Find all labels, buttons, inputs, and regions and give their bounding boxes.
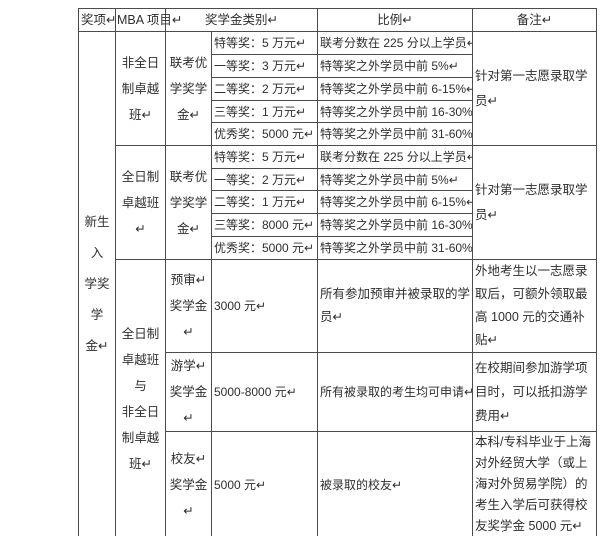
cell-ratio: 特等奖之外学员中前 31-60%↵ [317,236,474,260]
cell-ratio: 所有参加预审并被录取的学员↵ [317,259,474,353]
cell-program-bottom: 全日制 卓越班 与 非全日 制卓越 班↵ [115,259,166,536]
cell-ratio: 特等奖之外学员中前 5%↵ [317,168,474,191]
cell-prize: 优秀奖：5000 元↵ [210,122,319,146]
table-row: 一等奖：2 万元↵ 特等奖之外学员中前 5%↵ [79,168,597,191]
cell-ratio: 联考分数在 225 分以上学员↵ [317,31,474,55]
table-row: 游学↵ 奖学金↵ 5000-8000 元↵ 所有被录取的考生均可申请↵ 在校期间… [79,352,598,432]
cell-remark-block2: 针对第一志愿录取学员↵ [472,145,598,260]
table-row: 二等奖：1 万元↵ 特等奖之外学员中前 6-15%↵ [79,190,597,214]
table-row: 三等奖：1 万元↵ 特等奖之外学员中前 16-30%↵ [79,100,597,123]
table-row: 优秀奖：5000 元↵ 特等奖之外学员中前 31-60%↵ [79,236,597,260]
header-category: 奖学金类别↵ [164,8,319,32]
header-award: 奖项↵ [78,8,116,32]
cell-category-block1: 联考优 学奖学 金↵ [165,31,212,146]
cell-category-studytour: 游学↵ 奖学金↵ [165,352,212,432]
cell-remark: 在校期间参加游学项目时，可以抵扣游学费用↵ [472,352,598,432]
header-remark: 备注↵ [472,8,598,32]
cell-prize: 优秀奖：5000 元↵ [210,236,319,260]
table-row: 一等奖：3 万元↵ 特等奖之外学员中前 5%↵ [79,54,597,78]
cell-amount: 3000 元↵ [210,259,319,353]
cell-prize: 二等奖：2 万元↵ [210,77,319,101]
table-row: 全日制 卓越班↵ 联考优 学奖学 金↵ 特等奖：5 万元↵ 联考分数在 225 … [79,145,598,260]
cell-prize: 一等奖：3 万元↵ [210,54,319,78]
cell-prize: 特等奖：5 万元↵ [210,145,319,169]
cell-remark: 本科/专科毕业于上海对外经贸大学（或上海对外贸易学院）的考生入学后可获得校友奖学… [472,431,598,536]
cell-prize: 三等奖：8000 元↵ [210,213,319,237]
table-row: 校友↵ 奖学金↵ 5000 元↵ 被录取的校友↵ 本科/专科毕业于上海对外经贸大… [79,431,598,536]
cell-ratio: 特等奖之外学员中前 16-30%↵ [317,213,474,237]
cell-ratio: 所有被录取的考生均可申请↵ [317,352,474,432]
header-program: MBA 项目↵ [115,8,182,32]
cell-prize: 二等奖：1 万元↵ [210,190,319,214]
table-row: 优秀奖：5000 元↵ 特等奖之外学员中前 31-60%↵ [79,122,597,146]
cell-ratio: 特等奖之外学员中前 31-60%↵ [317,122,474,146]
cell-program-block1: 非全日 制卓越 班↵ [115,31,166,146]
cell-category-block2: 联考优 学奖学 金↵ [165,145,212,260]
cell-ratio: 特等奖之外学员中前 5%↵ [317,54,474,78]
cell-prize: 三等奖：1 万元↵ [210,100,319,123]
cell-award-group: 新生入 学奖学 金↵ [78,31,116,536]
header-ratio: 比例↵ [317,8,474,32]
cell-ratio: 特等奖之外学员中前 16-30%↵ [317,100,474,123]
cell-ratio: 特等奖之外学员中前 6-15%↵ [317,190,474,214]
cell-amount: 5000-8000 元↵ [210,352,319,432]
cell-remark: 外地考生以一志愿录取后，可额外领取最高 1000 元的交通补贴↵ [472,259,598,353]
table-row: 三等奖：8000 元↵ 特等奖之外学员中前 16-30%↵ [79,213,597,237]
stray-dot: . [501,521,505,535]
cell-category-preaudit: 预审↵ 奖学金↵ [165,259,212,353]
cell-prize: 一等奖：2 万元↵ [210,168,319,191]
cell-program-block2: 全日制 卓越班↵ [115,145,166,260]
table-header-row: 奖项↵ MBA 项目↵ 奖学金类别↵ 比例↵ 备注↵ [78,8,598,32]
table-row: 新生入 学奖学 金↵ 非全日 制卓越 班↵ 联考优 学奖学 金↵ 特等奖：5 万… [78,31,598,536]
scholarship-table: 奖项↵ MBA 项目↵ 奖学金类别↵ 比例↵ 备注↵ 新生入 学奖学 金↵ 非全… [78,8,598,536]
cell-prize: 特等奖：5 万元↵ [210,31,319,55]
table-row: 二等奖：2 万元↵ 特等奖之外学员中前 6-15%↵ [79,77,597,101]
cell-ratio: 被录取的校友↵ [317,431,474,536]
cell-ratio: 联考分数在 225 分以上学员↵ [317,145,474,169]
cell-remark-block1: 针对第一志愿录取学员↵ [472,31,598,146]
cell-ratio: 特等奖之外学员中前 6-15%↵ [317,77,474,101]
cell-amount: 5000 元↵ [210,431,319,536]
cell-category-alumni: 校友↵ 奖学金↵ [165,431,212,536]
table-row: 全日制 卓越班 与 非全日 制卓越 班↵ 预审↵ 奖学金↵ 3000 元↵ 所有… [79,259,598,536]
